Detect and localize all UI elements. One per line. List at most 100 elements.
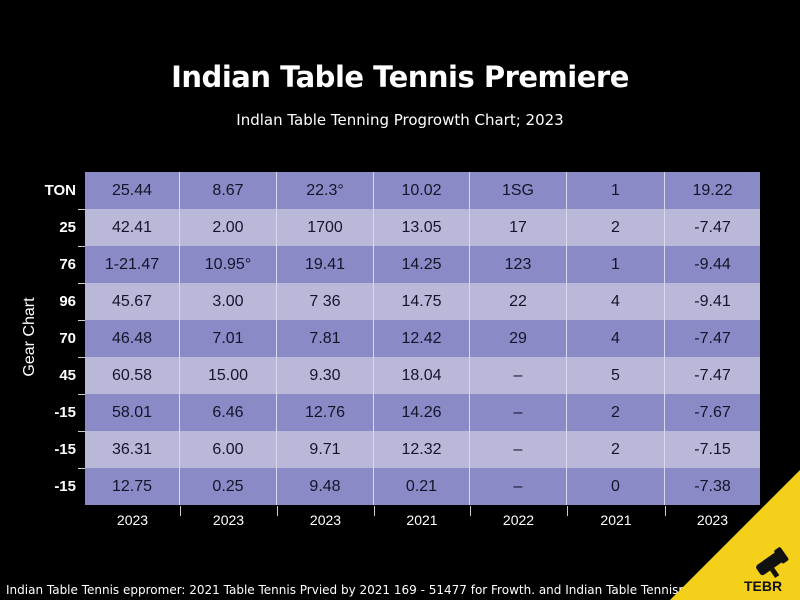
footer-note: Indian Table Tennis eppromer: 2021 Table… bbox=[6, 583, 687, 597]
table-cell: 10.95° bbox=[180, 246, 277, 283]
table-cell: 12.76 bbox=[277, 394, 374, 431]
table-cell: 22 bbox=[470, 283, 567, 320]
table-cell: -7.47 bbox=[694, 330, 731, 347]
table-cell: 14.26 bbox=[374, 394, 470, 431]
chart-title: Indian Table Tennis Premiere bbox=[171, 60, 629, 94]
table-cell: 0 bbox=[567, 468, 665, 505]
table-cell: 36.31 bbox=[85, 431, 180, 468]
column-label: 2023 bbox=[212, 512, 245, 528]
table-cell: 46.48 bbox=[85, 320, 180, 357]
column-tick bbox=[567, 506, 568, 516]
column-tick bbox=[277, 506, 278, 516]
row-tick bbox=[78, 320, 85, 321]
table-row: 36.31 6.00 9.71 12.32–2 -7.15 bbox=[85, 431, 760, 468]
table-cell: 5 bbox=[567, 357, 665, 394]
table-cell: 42.41 bbox=[85, 209, 180, 246]
table-cell: 3.00 bbox=[180, 283, 277, 320]
column-label: 2021 bbox=[406, 512, 438, 528]
table-cell: 1-21.47 bbox=[85, 246, 180, 283]
column-tick bbox=[665, 506, 666, 516]
chart-subtitle: Indlan Table Tenning Progrowth Chart; 20… bbox=[236, 111, 564, 129]
table-cell: 7.81 bbox=[277, 320, 374, 357]
table-cell: 10.02 bbox=[374, 172, 470, 209]
table-row: 60.58 15.00 9.30 18.04–5 -7.47 bbox=[85, 357, 760, 394]
table-cell: 7.01 bbox=[180, 320, 277, 357]
camera-logo-icon bbox=[756, 547, 789, 578]
table-row: 45.67 3.00 7 36 14.75 22 4 -9.41 bbox=[85, 283, 760, 320]
table-cell: 2.00 bbox=[180, 209, 277, 246]
table-cell: 1700 bbox=[277, 209, 374, 246]
data-table: 25.44 8.67 22.3° 10.02 1SG 1 19.22 42.41 2.00 170… bbox=[85, 172, 760, 506]
column-tick bbox=[374, 506, 375, 516]
row-label: 76 bbox=[59, 256, 76, 273]
row-tick bbox=[78, 357, 85, 358]
table-cell: 12.75 bbox=[85, 468, 180, 505]
table-cell: 4 bbox=[567, 320, 665, 357]
table-cell: 2 bbox=[567, 431, 665, 468]
table-cell: 123 bbox=[470, 246, 567, 283]
table-cell: 1 bbox=[567, 246, 665, 283]
row-tick bbox=[78, 468, 85, 469]
badge-text: TEBR bbox=[744, 578, 783, 594]
row-tick bbox=[78, 209, 85, 210]
table-cell: 1 bbox=[567, 172, 665, 209]
table-cell: 18.04 bbox=[374, 357, 470, 394]
column-label: 2021 bbox=[600, 512, 632, 528]
row-label: TON bbox=[44, 182, 76, 199]
table-cell: 0.25 bbox=[180, 468, 277, 505]
column-label: 2023 bbox=[309, 512, 342, 528]
table-cell: 29 bbox=[470, 320, 567, 357]
table-row: 12.75 0.25 9.48 0.21–0 -7.38 bbox=[85, 468, 760, 505]
table-cell: 1SG bbox=[470, 172, 567, 209]
table-cell: 6.00 bbox=[180, 431, 277, 468]
table-row: 1-21.47 10.95° 19.41 14.25 123 1 -9.44 bbox=[85, 246, 760, 283]
table-cell: -7.47 bbox=[694, 367, 731, 384]
table-cell: 7 36 bbox=[277, 283, 374, 320]
table-cell: 60.58 bbox=[85, 357, 180, 394]
table-row: 58.01 6.46 12.76 14.26–2 -7.67 bbox=[85, 394, 760, 431]
table-cell: 4 bbox=[567, 283, 665, 320]
row-label: 45 bbox=[59, 367, 76, 384]
table-cell: 8.67 bbox=[180, 172, 277, 209]
corner-badge bbox=[670, 470, 800, 600]
row-label: -15 bbox=[54, 441, 76, 458]
row-label: -15 bbox=[54, 478, 76, 495]
table-cell: 12.32 bbox=[374, 431, 470, 468]
table-cell: 9.71 bbox=[277, 431, 374, 468]
table-cell: 12.42 bbox=[374, 320, 470, 357]
row-tick bbox=[78, 394, 85, 395]
table-cell: – bbox=[470, 431, 567, 468]
table-cell: 19.41 bbox=[277, 246, 374, 283]
table-cell: 13.05 bbox=[374, 209, 470, 246]
table-cell: 14.25 bbox=[374, 246, 470, 283]
table-row: 42.41 2.00 1700 13.05 17 2 -7.47 bbox=[85, 209, 760, 246]
table-cell: -7.15 bbox=[694, 441, 731, 458]
table-cell: 15.00 bbox=[180, 357, 277, 394]
table-cell: 9.48 bbox=[277, 468, 374, 505]
row-tick bbox=[78, 431, 85, 432]
table-cell: 19.22 bbox=[692, 182, 733, 199]
table-cell: 58.01 bbox=[85, 394, 180, 431]
row-label: -15 bbox=[54, 404, 76, 421]
row-label: 70 bbox=[59, 330, 76, 347]
column-tick bbox=[470, 506, 471, 516]
row-label: 96 bbox=[59, 293, 76, 310]
table-cell: -9.44 bbox=[694, 256, 731, 273]
column-label: 2022 bbox=[502, 512, 535, 528]
table-cell: -9.41 bbox=[694, 293, 731, 310]
row-tick bbox=[78, 283, 85, 284]
table-cell: – bbox=[470, 357, 567, 394]
table-row: 25.44 8.67 22.3° 10.02 1SG 1 19.22 bbox=[85, 172, 760, 209]
row-tick bbox=[78, 246, 85, 247]
table-cell: -7.67 bbox=[694, 404, 731, 421]
row-label: 25 bbox=[59, 219, 76, 236]
table-cell: 45.67 bbox=[85, 283, 180, 320]
table-row: 46.48 7.01 7.81 12.42 29 4 -7.47 bbox=[85, 320, 760, 357]
table-cell: 0.21 bbox=[374, 468, 470, 505]
table-cell: 17 bbox=[470, 209, 567, 246]
table-cell: 22.3° bbox=[277, 172, 374, 209]
table-cell: 9.30 bbox=[277, 357, 374, 394]
table-cell: – bbox=[470, 468, 567, 505]
column-label: 2023 bbox=[116, 512, 149, 528]
table-cell: -7.47 bbox=[694, 219, 731, 236]
